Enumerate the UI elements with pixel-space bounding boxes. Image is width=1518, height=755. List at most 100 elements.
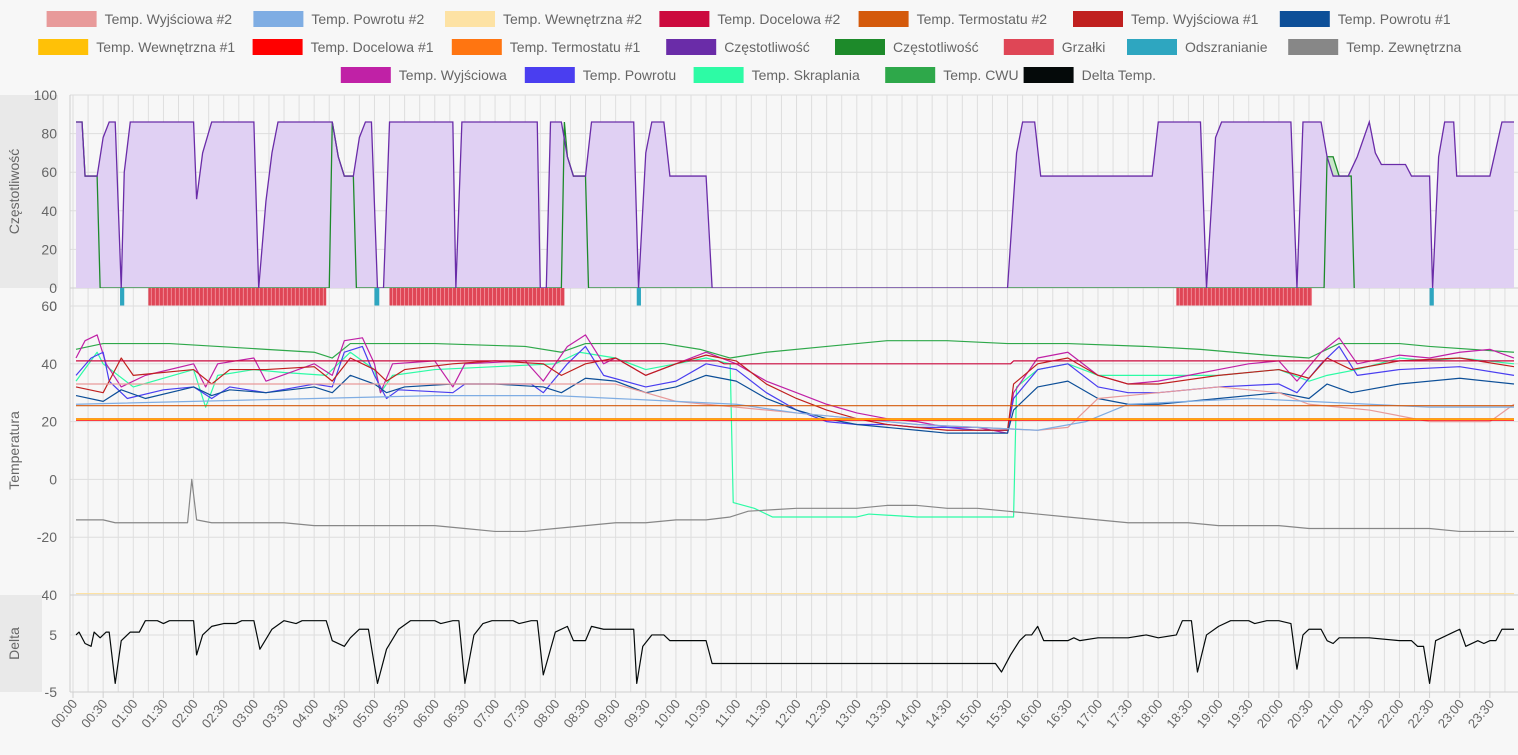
legend-swatch <box>524 67 575 83</box>
legend-item-temp-termostatu-2[interactable]: Temp. Termostatu #2 <box>858 11 1048 27</box>
y-tick-label: 0 <box>49 298 57 314</box>
x-tick-label: 06:00 <box>410 696 442 731</box>
x-tick-label: 07:00 <box>470 696 502 731</box>
legend-label: Temp. Wewnętrzna #2 <box>503 11 642 27</box>
legend-item-temp-powrotu-2[interactable]: Temp. Powrotu #2 <box>253 11 424 27</box>
legend-label: Temp. Powrotu #2 <box>311 11 424 27</box>
x-tick-label: 09:30 <box>621 696 653 731</box>
legend-label: Delta Temp. <box>1082 67 1156 83</box>
y-axis-label: Częstotliwość <box>6 149 22 235</box>
legend-swatch <box>1127 39 1177 55</box>
x-tick-label: 20:30 <box>1284 696 1316 731</box>
x-tick-label: 17:30 <box>1103 696 1135 731</box>
y-axis-label: Delta <box>6 627 22 660</box>
legend-swatch <box>451 39 502 55</box>
x-tick-label: 23:30 <box>1465 696 1497 731</box>
legend-item-czestotliwosc[interactable]: Częstotliwość <box>835 39 979 55</box>
legend-item-temp-docelowa-2[interactable]: Temp. Docelowa #2 <box>659 11 841 27</box>
legend-swatch <box>46 11 97 27</box>
y-axis-label: Temperatura <box>6 411 22 490</box>
bar-odszranianie <box>120 288 125 306</box>
legend-label: Odszranianie <box>1185 39 1268 55</box>
legend-swatch <box>1279 11 1330 27</box>
legend-item-temp-powrotu-1[interactable]: Temp. Powrotu #1 <box>1279 11 1451 27</box>
legend-label: Częstotliwość <box>724 39 810 55</box>
legend-swatch <box>693 67 744 83</box>
legend-item-czestotliwosc[interactable]: Częstotliwość <box>666 39 810 55</box>
series-line-temp-wyjsciowa <box>75 334 1515 434</box>
legend-label: Temp. Wewnętrzna #1 <box>96 39 235 55</box>
x-tick-label: 11:00 <box>712 696 744 730</box>
legend-swatch <box>340 67 391 83</box>
legend-item-grzalki[interactable]: Grzałki <box>1003 39 1106 55</box>
legend-item-temp-wyjsciowa[interactable]: Temp. Wyjściowa <box>340 67 507 83</box>
legend-label: Temp. Wyjściowa #1 <box>1131 11 1259 27</box>
y-tick-label: 20 <box>41 414 57 430</box>
series-line-temp-powrotu <box>75 345 1515 431</box>
legend-item-temp-wyjsciowa-1[interactable]: Temp. Wyjściowa #1 <box>1073 11 1259 27</box>
x-tick-label: 14:30 <box>922 696 954 731</box>
legend-label: Temp. Zewnętrzna <box>1346 39 1461 55</box>
x-tick-label: 09:00 <box>591 696 623 731</box>
y-tick-label: 20 <box>41 241 57 257</box>
axis-label-bg <box>0 95 58 288</box>
x-tick-label: 14:00 <box>892 696 924 731</box>
chart-panels: Częstotliwość0204060801000Temperatura-40… <box>0 87 1518 700</box>
series-line-temp-skraplania <box>75 351 1515 518</box>
legend-item-temp-docelowa-1[interactable]: Temp. Docelowa #1 <box>252 39 434 55</box>
legend-swatch <box>666 39 717 55</box>
x-tick-label: 00:00 <box>48 696 80 731</box>
bar-grzalki <box>1176 288 1313 306</box>
legend-label: Temp. Skraplania <box>752 67 860 83</box>
x-tick-label: 18:30 <box>1163 696 1195 731</box>
x-tick-label: 19:00 <box>1193 696 1225 731</box>
y-tick-label: 40 <box>41 356 57 372</box>
series-line-temp-wyjsciowa-1 <box>75 354 1515 431</box>
legend: Temp. Wyjściowa #2 Temp. Powrotu #2 Temp. … <box>38 11 1462 83</box>
legend-item-delta-temp[interactable]: Delta Temp. <box>1023 67 1156 83</box>
legend-item-temp-wyjsciowa-2[interactable]: Temp. Wyjściowa #2 <box>46 11 233 27</box>
legend-item-temp-wewnetrzna-2[interactable]: Temp. Wewnętrzna #2 <box>445 11 642 27</box>
x-tick-label: 08:30 <box>560 696 592 731</box>
x-tick-label: 04:00 <box>289 696 321 731</box>
x-tick-label: 20:00 <box>1254 696 1286 731</box>
y-tick-label: 60 <box>41 164 57 180</box>
legend-item-temp-skraplania[interactable]: Temp. Skraplania <box>693 67 860 83</box>
legend-item-temp-cwu[interactable]: Temp. CWU <box>885 67 1019 83</box>
x-tick-label: 16:30 <box>1043 696 1075 731</box>
legend-swatch <box>445 11 495 27</box>
legend-item-temp-powrotu[interactable]: Temp. Powrotu <box>524 67 676 83</box>
legend-swatch <box>835 39 885 55</box>
legend-swatch <box>885 67 936 83</box>
legend-item-odszranianie[interactable]: Odszranianie <box>1127 39 1268 55</box>
x-tick-label: 00:30 <box>78 696 110 731</box>
x-tick-label: 13:00 <box>832 696 864 731</box>
axis-label-bg <box>0 595 42 692</box>
x-tick-label: 21:30 <box>1344 696 1376 731</box>
legend-label: Temp. Wyjściowa <box>399 67 507 83</box>
y-tick-label: 0 <box>49 280 57 296</box>
x-tick-label: 02:00 <box>168 696 200 731</box>
legend-item-temp-wewnetrzna-1[interactable]: Temp. Wewnętrzna #1 <box>38 39 235 55</box>
legend-item-temp-termostatu-1[interactable]: Temp. Termostatu #1 <box>451 39 641 55</box>
bar-odszranianie <box>374 288 380 306</box>
legend-label: Temp. Powrotu #1 <box>1338 11 1451 27</box>
x-tick-label: 12:30 <box>802 696 834 731</box>
legend-item-temp-zewnetrzna[interactable]: Temp. Zewnętrzna <box>1288 39 1462 55</box>
x-tick-label: 07:30 <box>500 696 532 731</box>
x-tick-label: 18:00 <box>1133 696 1165 731</box>
bar-odszranianie <box>1429 288 1434 306</box>
series-group <box>76 119 1514 288</box>
legend-swatch <box>659 11 710 27</box>
bar-grzalki <box>148 288 327 306</box>
legend-swatch <box>253 11 304 27</box>
x-tick-label: 15:30 <box>982 696 1014 731</box>
x-tick-label: 16:00 <box>1013 696 1045 731</box>
x-tick-label: 22:00 <box>1374 696 1406 731</box>
y-tick-label: -5 <box>45 684 58 700</box>
series-line-temp-zewnetrzna <box>76 478 1514 533</box>
x-tick-label: 08:00 <box>530 696 562 731</box>
